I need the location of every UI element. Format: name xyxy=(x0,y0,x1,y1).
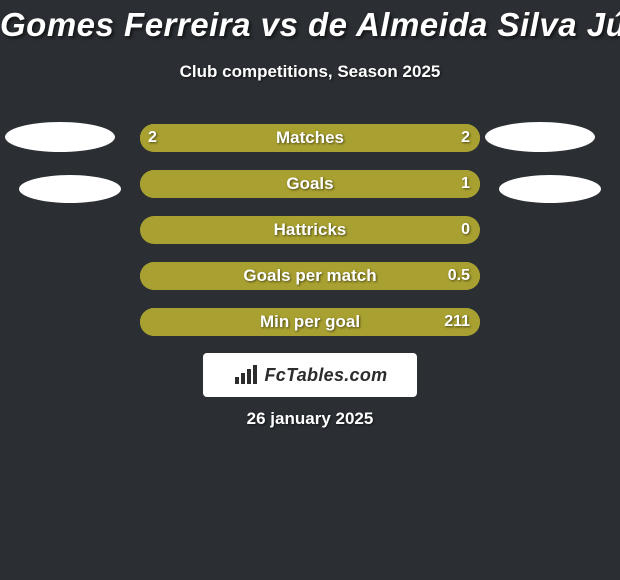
date-label: 26 january 2025 xyxy=(0,409,620,429)
stat-row: Min per goal211 xyxy=(0,308,620,354)
logo-box: FcTables.com xyxy=(203,353,417,397)
stat-row: Goals per match0.5 xyxy=(0,262,620,308)
bar-left-fill xyxy=(140,124,310,152)
bar-right-fill xyxy=(140,308,480,336)
bar-right-fill xyxy=(310,124,480,152)
bar-track xyxy=(140,216,480,244)
stat-row: Matches22 xyxy=(0,124,620,170)
page-title: Gomes Ferreira vs de Almeida Silva Júnio… xyxy=(0,6,620,44)
bar-chart-icon xyxy=(233,364,259,386)
bar-right-fill xyxy=(140,262,480,290)
bar-track xyxy=(140,262,480,290)
stat-rows: Matches22Goals1Hattricks0Goals per match… xyxy=(0,124,620,354)
bar-track xyxy=(140,308,480,336)
bar-track xyxy=(140,170,480,198)
logo-text: FcTables.com xyxy=(265,365,388,386)
stat-row: Hattricks0 xyxy=(0,216,620,262)
stat-row: Goals1 xyxy=(0,170,620,216)
comparison-infographic: Gomes Ferreira vs de Almeida Silva Júnio… xyxy=(0,0,620,580)
bar-track xyxy=(140,124,480,152)
bar-right-fill xyxy=(140,170,480,198)
page-subtitle: Club competitions, Season 2025 xyxy=(0,62,620,82)
